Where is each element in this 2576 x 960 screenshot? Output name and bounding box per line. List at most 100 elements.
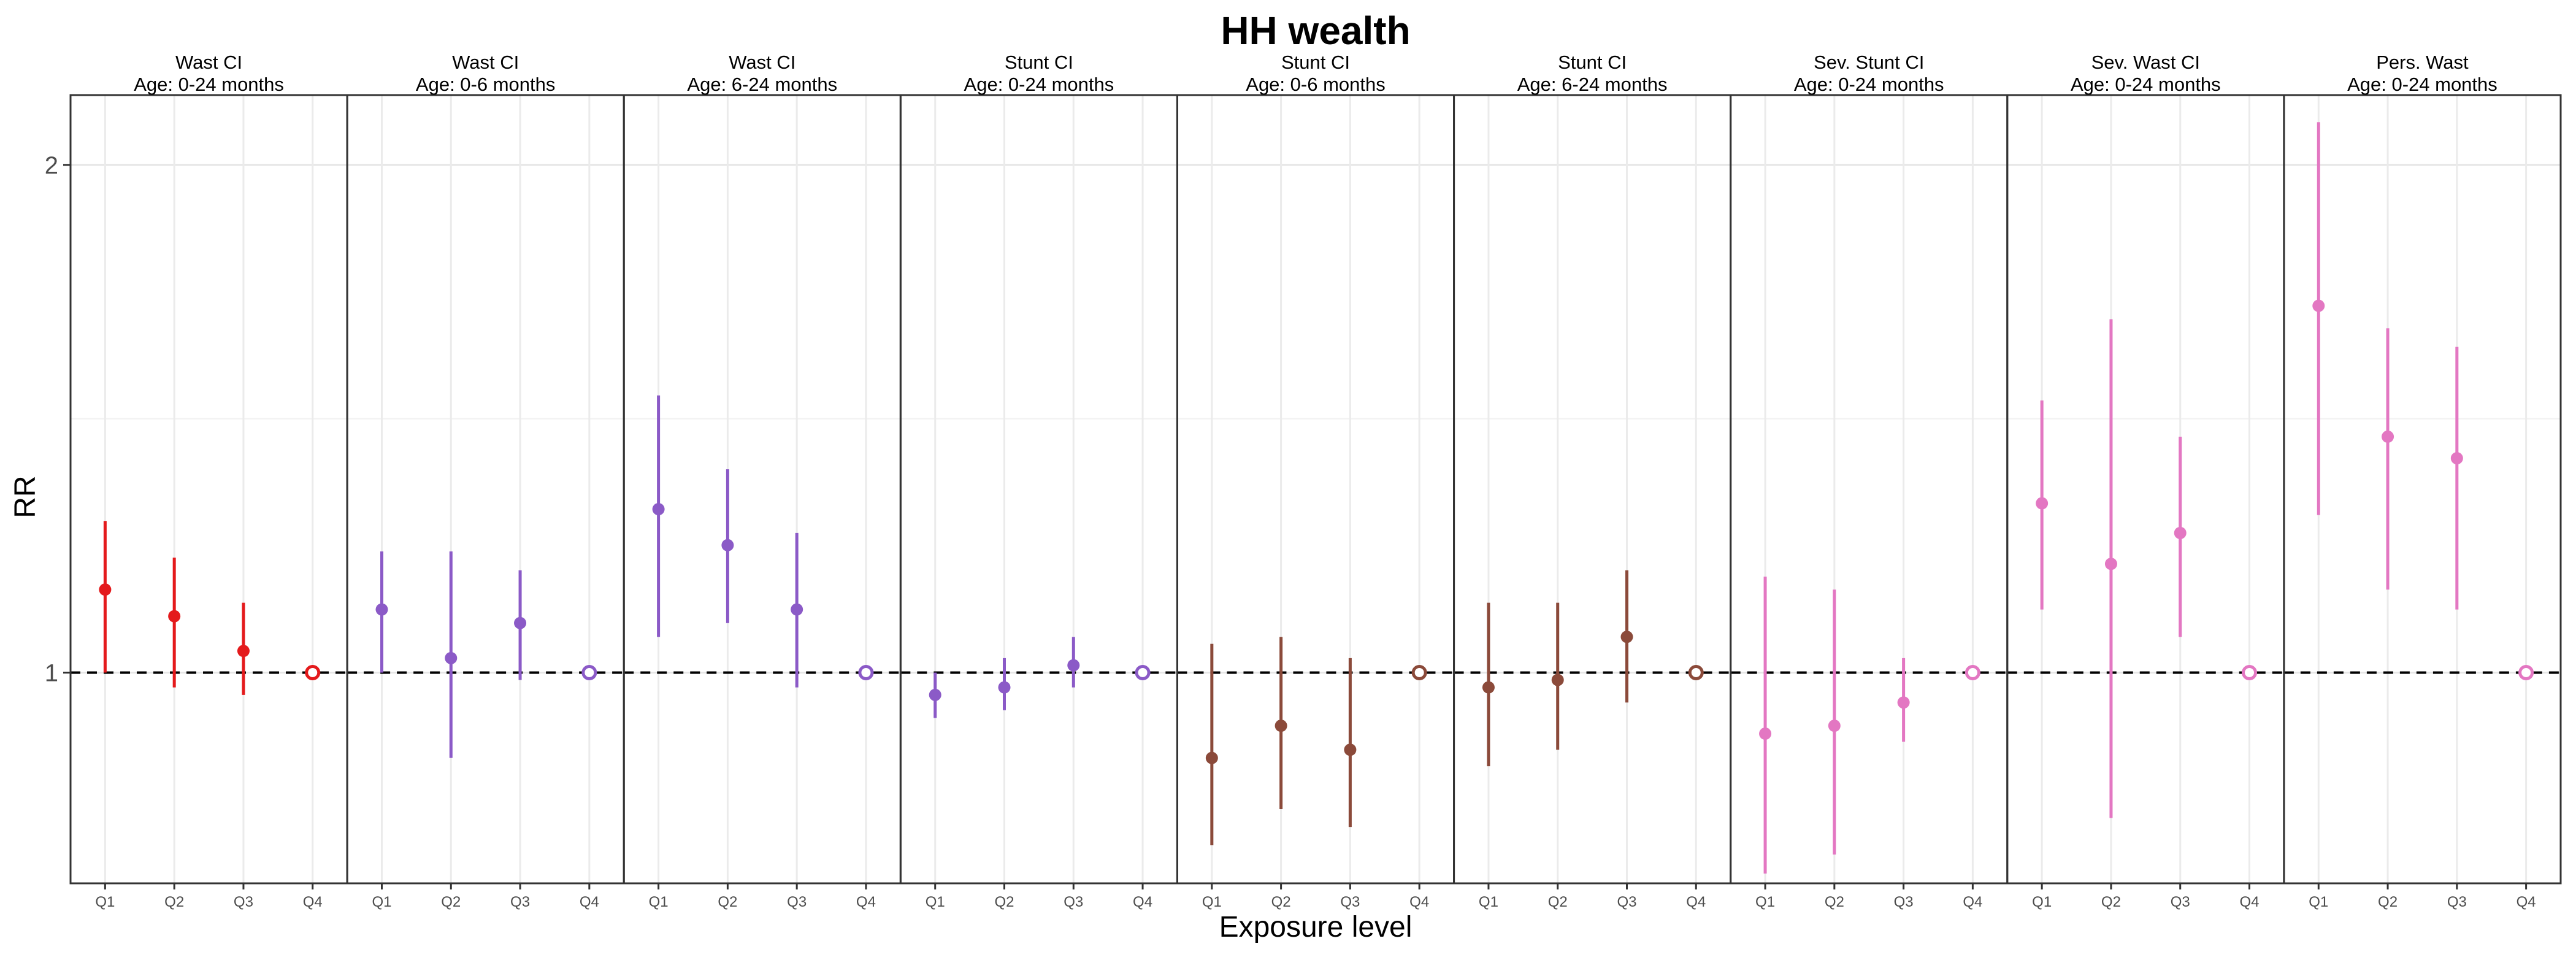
panel-title: Sev. Stunt CI [1814,52,1924,73]
x-tick-label: Q2 [1548,894,1568,910]
data-point [445,651,458,664]
panel-subtitle: Age: 6-24 months [1517,74,1668,95]
x-tick-label: Q3 [2171,894,2190,910]
reference-point [858,664,874,680]
panel-title: Stunt CI [1005,52,1073,73]
data-point [1620,631,1633,643]
data-point [2104,558,2117,570]
panel-border [1453,94,1732,885]
chart-title: HH wealth [1221,9,1410,53]
x-tick-label: Q3 [1064,894,1083,910]
x-tick-label: Q3 [787,894,807,910]
x-tick-label: Q2 [994,894,1014,910]
marks-layer [99,122,2534,874]
panel-title: Stunt CI [1558,52,1627,73]
x-tick-label: Q2 [1825,894,1844,910]
panel-border [623,94,902,885]
panel-border [1176,94,1455,885]
x-tick-label: Q3 [234,894,253,910]
x-tick-label: Q3 [1617,894,1636,910]
x-tick-label: Q4 [1409,894,1429,910]
x-tick-label: Q2 [2101,894,2121,910]
panel-border [346,94,625,885]
data-point [998,681,1011,694]
reference-point [1688,664,1704,680]
panel-subtitle: Age: 0-6 months [416,74,555,95]
x-axis-label: Exposure level [1219,911,1413,943]
panel-subtitle: Age: 0-24 months [2347,74,2497,95]
grid-layer [71,95,2561,883]
panel-subtitle: Age: 6-24 months [687,74,837,95]
panel-title: Pers. Wast [2376,52,2469,73]
panel-subtitle: Age: 0-24 months [2071,74,2221,95]
reference-point [2242,664,2257,680]
panel-border [2006,94,2285,885]
y-axis-label: RR [9,475,42,518]
data-point [2312,299,2325,312]
frame-layer [63,94,2562,889]
data-point [2174,526,2187,539]
data-point [929,688,941,701]
data-point [652,503,665,516]
data-point [721,539,734,551]
x-tick-label: Q3 [2447,894,2467,910]
panel-title: Wast CI [729,52,795,73]
x-tick-label: Q4 [580,894,599,910]
data-point [1275,720,1287,732]
data-point [1482,681,1495,694]
data-point [237,645,250,658]
x-tick-label: Q3 [1340,894,1360,910]
x-tick-label: Q2 [2378,894,2398,910]
x-tick-label: Q1 [2309,894,2328,910]
panel-subtitle: Age: 0-24 months [134,74,284,95]
data-point [2036,497,2049,510]
x-tick-label: Q4 [1963,894,1982,910]
text-layer: HH wealth Exposure level RR Wast CIAge: … [9,9,2536,943]
x-tick-label: Q4 [2517,894,2536,910]
panel-title: Stunt CI [1281,52,1350,73]
data-point [2450,452,2463,465]
data-point [168,610,181,623]
panel-border [69,94,348,885]
x-tick-label: Q1 [372,894,391,910]
x-tick-label: Q1 [926,894,945,910]
panel-border [899,94,1178,885]
x-tick-label: Q1 [1755,894,1775,910]
x-tick-label: Q4 [1686,894,1706,910]
data-point [514,616,527,629]
data-point [99,583,112,596]
reference-point [1411,664,1427,680]
panel-title: Wast CI [175,52,242,73]
panel-border [2283,94,2562,885]
data-point [1205,751,1218,764]
panel-border [1730,94,2009,885]
x-tick-label: Q1 [1479,894,1498,910]
reference-point [1135,664,1151,680]
data-point [1828,720,1841,732]
panel-subtitle: Age: 0-6 months [1246,74,1385,95]
panel-title: Sev. Wast CI [2091,52,2200,73]
x-tick-label: Q1 [1202,894,1222,910]
x-tick-label: Q2 [718,894,737,910]
x-tick-label: Q2 [441,894,461,910]
reference-point [581,664,597,680]
data-point [1067,659,1080,672]
data-point [1551,674,1564,686]
x-tick-label: Q3 [510,894,530,910]
reference-point [2518,664,2534,680]
data-point [1897,696,1910,709]
x-tick-label: Q4 [2239,894,2259,910]
x-tick-label: Q1 [2032,894,2052,910]
x-tick-label: Q1 [95,894,115,910]
x-tick-label: Q1 [649,894,669,910]
y-tick-label: 1 [45,659,58,686]
data-point [2382,430,2394,443]
data-point [1759,728,1772,740]
x-tick-label: Q4 [303,894,323,910]
panel-subtitle: Age: 0-24 months [1794,74,1944,95]
x-tick-label: Q4 [856,894,876,910]
reference-point [1965,664,1980,680]
x-tick-label: Q2 [164,894,184,910]
